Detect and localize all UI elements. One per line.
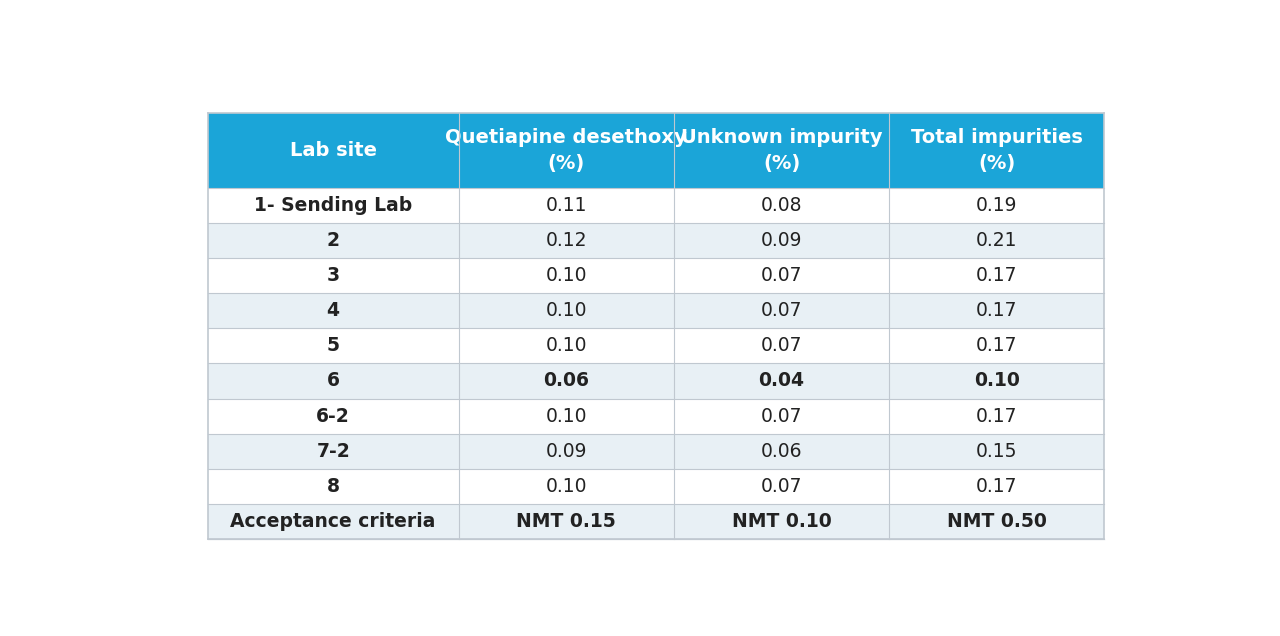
Bar <box>207 328 458 363</box>
Bar <box>890 293 1105 328</box>
Bar <box>890 399 1105 434</box>
Bar <box>675 504 890 539</box>
Bar <box>890 258 1105 293</box>
Text: 0.11: 0.11 <box>545 196 588 215</box>
Text: Total impurities
(%): Total impurities (%) <box>911 128 1083 173</box>
Text: 0.09: 0.09 <box>545 442 588 460</box>
Bar <box>207 258 458 293</box>
Bar <box>675 223 890 258</box>
Text: 0.15: 0.15 <box>977 442 1018 460</box>
Bar <box>458 258 675 293</box>
Text: 6: 6 <box>326 371 339 391</box>
Bar <box>675 434 890 469</box>
Bar <box>675 293 890 328</box>
Bar <box>890 469 1105 504</box>
Bar <box>675 363 890 399</box>
Text: 4: 4 <box>326 301 339 320</box>
Text: 0.07: 0.07 <box>760 406 803 425</box>
Text: 0.10: 0.10 <box>545 301 588 320</box>
Bar <box>207 434 458 469</box>
Text: 0.10: 0.10 <box>545 336 588 356</box>
Text: 0.10: 0.10 <box>545 477 588 496</box>
Text: 6-2: 6-2 <box>316 406 349 425</box>
Bar <box>207 399 458 434</box>
Bar <box>458 504 675 539</box>
Bar <box>890 328 1105 363</box>
Text: 0.07: 0.07 <box>760 336 803 356</box>
Text: 0.10: 0.10 <box>545 266 588 285</box>
Text: 0.19: 0.19 <box>977 196 1018 215</box>
Bar <box>458 363 675 399</box>
Text: 0.09: 0.09 <box>760 231 803 250</box>
Text: 0.07: 0.07 <box>760 301 803 320</box>
Text: 0.17: 0.17 <box>977 301 1018 320</box>
Bar <box>890 223 1105 258</box>
Text: NMT 0.10: NMT 0.10 <box>732 512 832 531</box>
Text: 0.17: 0.17 <box>977 266 1018 285</box>
Bar <box>890 188 1105 223</box>
Bar <box>458 293 675 328</box>
Bar <box>458 399 675 434</box>
Text: NMT 0.50: NMT 0.50 <box>947 512 1047 531</box>
Bar <box>890 504 1105 539</box>
Text: 0.04: 0.04 <box>759 371 805 391</box>
Text: 0.17: 0.17 <box>977 477 1018 496</box>
Text: NMT 0.15: NMT 0.15 <box>516 512 616 531</box>
Bar <box>890 363 1105 399</box>
Text: 0.07: 0.07 <box>760 266 803 285</box>
Text: 2: 2 <box>326 231 339 250</box>
Text: 0.07: 0.07 <box>760 477 803 496</box>
Text: 0.10: 0.10 <box>974 371 1020 391</box>
Bar <box>675 469 890 504</box>
Text: 0.08: 0.08 <box>760 196 803 215</box>
Text: 7-2: 7-2 <box>316 442 349 460</box>
Bar <box>458 469 675 504</box>
Text: 1- Sending Lab: 1- Sending Lab <box>253 196 412 215</box>
Text: 0.06: 0.06 <box>760 442 803 460</box>
Text: 0.10: 0.10 <box>545 406 588 425</box>
Bar <box>675 258 890 293</box>
Bar <box>675 113 890 188</box>
Text: Lab site: Lab site <box>289 141 376 160</box>
Text: 5: 5 <box>326 336 339 356</box>
Bar <box>458 328 675 363</box>
Bar <box>207 363 458 399</box>
Bar <box>458 434 675 469</box>
Bar <box>207 504 458 539</box>
Bar <box>890 434 1105 469</box>
Bar <box>207 469 458 504</box>
Text: 0.12: 0.12 <box>545 231 588 250</box>
Bar <box>207 223 458 258</box>
Text: 3: 3 <box>326 266 339 285</box>
Text: 0.17: 0.17 <box>977 336 1018 356</box>
Text: 0.21: 0.21 <box>977 231 1018 250</box>
Bar <box>207 188 458 223</box>
Bar <box>458 113 675 188</box>
Text: Acceptance criteria: Acceptance criteria <box>230 512 436 531</box>
Text: Unknown impurity
(%): Unknown impurity (%) <box>681 128 882 173</box>
Bar <box>458 223 675 258</box>
Bar <box>675 328 890 363</box>
Bar <box>207 293 458 328</box>
Text: 8: 8 <box>326 477 339 496</box>
Text: 0.17: 0.17 <box>977 406 1018 425</box>
Bar <box>207 113 458 188</box>
Bar <box>890 113 1105 188</box>
Text: Quetiapine desethoxy
(%): Quetiapine desethoxy (%) <box>445 128 687 173</box>
Text: 0.06: 0.06 <box>543 371 589 391</box>
Bar <box>458 188 675 223</box>
Bar <box>675 399 890 434</box>
Bar <box>675 188 890 223</box>
